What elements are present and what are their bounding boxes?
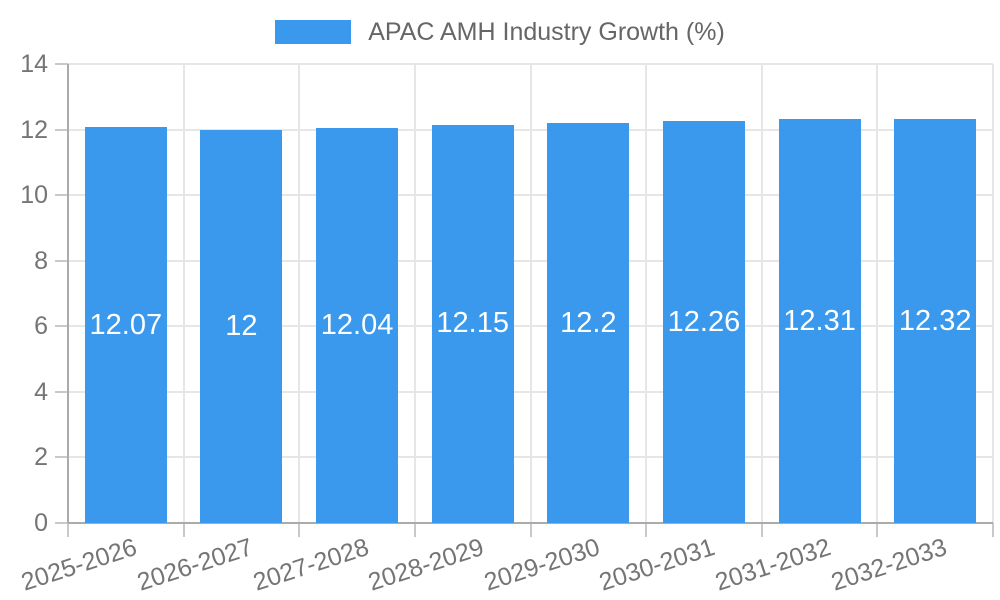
gridline-vertical <box>645 64 648 523</box>
bar[interactable]: 12.2 <box>547 123 630 523</box>
x-tick-label: 2028-2029 <box>364 533 488 597</box>
x-axis-tick <box>413 523 416 537</box>
bar[interactable]: 12.31 <box>778 119 861 523</box>
gridline-vertical <box>992 64 994 523</box>
x-axis-tick <box>529 523 532 537</box>
x-axis-tick <box>992 523 994 537</box>
x-tick-label: 2031-2032 <box>711 533 835 597</box>
bar-value-label: 12.07 <box>89 308 163 341</box>
bar-value-label: 12.32 <box>898 304 972 337</box>
legend-swatch <box>275 20 352 44</box>
x-tick-label: 2025-2026 <box>18 533 141 597</box>
y-axis-tick <box>55 63 68 65</box>
x-axis-tick <box>182 523 185 537</box>
y-axis-tick <box>55 522 68 524</box>
y-axis-tick <box>55 456 68 459</box>
bar[interactable]: 12 <box>200 129 283 523</box>
y-axis-tick <box>55 390 68 393</box>
gridline-vertical <box>760 64 763 523</box>
x-tick-label: 2029-2030 <box>480 533 603 597</box>
bar[interactable]: 12.15 <box>431 124 514 523</box>
y-tick-label: 4 <box>34 377 48 406</box>
gridline-vertical <box>298 64 301 523</box>
gridline-vertical <box>529 64 532 523</box>
bar-value-label: 12 <box>225 309 258 342</box>
x-axis-tick <box>645 523 648 537</box>
bar[interactable]: 12.04 <box>316 128 399 523</box>
y-tick-label: 0 <box>34 509 48 537</box>
plot-area: 0 2 4 6 8 10 12 14 12.07 12 12.04 12.15 12.2 12.26 12.… <box>18 50 994 597</box>
y-axis-tick <box>55 259 68 262</box>
x-tick-label: 2030-2031 <box>596 533 719 597</box>
x-axis-tick <box>298 523 301 537</box>
bar-value-label: 12.31 <box>783 304 856 337</box>
x-axis-line <box>68 522 993 524</box>
y-axis-line <box>67 64 69 523</box>
legend-label: APAC AMH Industry Growth (%) <box>368 18 725 46</box>
y-tick-label: 12 <box>20 115 48 144</box>
bar[interactable]: 12.26 <box>662 121 745 523</box>
y-axis-tick <box>55 128 68 131</box>
x-axis-tick <box>760 523 763 537</box>
y-axis-tick <box>55 194 68 197</box>
x-tick-label: 2032-2033 <box>827 533 950 597</box>
bar-value-label: 12.04 <box>320 309 394 342</box>
x-axis-tick <box>67 523 69 537</box>
x-tick-label: 2026-2027 <box>133 533 257 597</box>
gridline-vertical <box>413 64 416 523</box>
gridline-vertical <box>182 64 185 523</box>
bar-value-label: 12.2 <box>560 306 617 339</box>
y-tick-label: 10 <box>20 181 48 210</box>
chart-legend: APAC AMH Industry Growth (%) <box>0 18 1000 46</box>
y-tick-label: 6 <box>34 312 48 341</box>
bar-value-label: 12.15 <box>436 307 509 340</box>
gridline-vertical <box>876 64 879 523</box>
x-axis-tick <box>876 523 879 537</box>
bar[interactable]: 12.07 <box>84 127 167 523</box>
legend-item[interactable]: APAC AMH Industry Growth (%) <box>275 18 725 46</box>
x-tick-label: 2027-2028 <box>249 533 372 597</box>
y-tick-label: 8 <box>34 246 48 275</box>
bar[interactable]: 12.32 <box>894 119 977 523</box>
y-tick-label: 14 <box>20 50 48 78</box>
y-tick-label: 2 <box>34 443 48 472</box>
bar-value-label: 12.26 <box>667 305 741 338</box>
y-axis-tick <box>55 325 68 328</box>
